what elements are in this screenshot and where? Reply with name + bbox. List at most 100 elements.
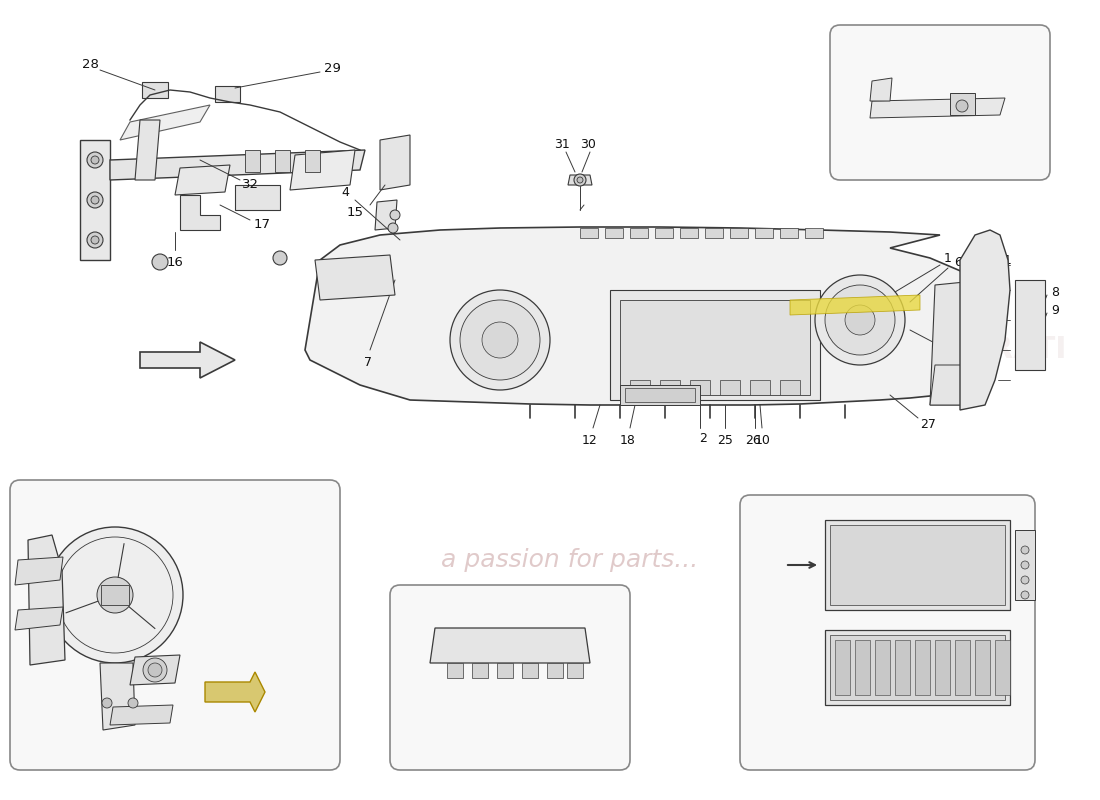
- Polygon shape: [625, 388, 695, 402]
- Text: 1: 1: [944, 251, 952, 265]
- Polygon shape: [630, 380, 650, 395]
- Polygon shape: [245, 150, 260, 172]
- Polygon shape: [15, 607, 63, 630]
- Circle shape: [578, 177, 583, 183]
- FancyBboxPatch shape: [390, 585, 630, 770]
- Polygon shape: [690, 380, 710, 395]
- Polygon shape: [28, 535, 65, 665]
- FancyBboxPatch shape: [830, 25, 1050, 180]
- Polygon shape: [620, 300, 810, 395]
- Circle shape: [47, 527, 183, 663]
- Text: 85: 85: [962, 368, 998, 392]
- Polygon shape: [566, 663, 583, 678]
- Polygon shape: [175, 165, 230, 195]
- Circle shape: [143, 658, 167, 682]
- Polygon shape: [568, 175, 592, 185]
- Text: 10: 10: [755, 434, 771, 446]
- Polygon shape: [315, 255, 395, 300]
- Circle shape: [815, 275, 905, 365]
- Polygon shape: [290, 150, 355, 190]
- Polygon shape: [830, 525, 1005, 605]
- FancyBboxPatch shape: [740, 495, 1035, 770]
- FancyBboxPatch shape: [10, 480, 340, 770]
- Polygon shape: [630, 228, 648, 238]
- Polygon shape: [275, 150, 290, 172]
- Circle shape: [273, 251, 287, 265]
- Text: 15: 15: [346, 206, 363, 218]
- Text: 3: 3: [966, 41, 975, 54]
- Text: 5: 5: [651, 343, 659, 357]
- Text: 30: 30: [580, 138, 596, 151]
- Circle shape: [460, 300, 540, 380]
- Text: MASERATI: MASERATI: [893, 335, 1067, 365]
- Text: 4: 4: [341, 186, 349, 198]
- Text: 11: 11: [997, 254, 1013, 266]
- Text: 36: 36: [47, 582, 63, 594]
- Polygon shape: [930, 365, 984, 405]
- Polygon shape: [135, 120, 160, 180]
- Text: 19: 19: [47, 558, 63, 571]
- Circle shape: [845, 305, 875, 335]
- Text: 2: 2: [700, 431, 707, 445]
- Polygon shape: [950, 93, 975, 115]
- Text: 24: 24: [67, 709, 82, 722]
- Polygon shape: [654, 228, 673, 238]
- Text: a passion for parts...: a passion for parts...: [441, 548, 698, 572]
- Text: 37: 37: [517, 722, 532, 734]
- Polygon shape: [830, 635, 1005, 700]
- Circle shape: [450, 290, 550, 390]
- Text: 16: 16: [166, 255, 184, 269]
- Polygon shape: [825, 630, 1010, 705]
- Polygon shape: [447, 663, 463, 678]
- Polygon shape: [140, 342, 235, 378]
- Circle shape: [97, 577, 133, 613]
- Circle shape: [482, 322, 518, 358]
- Polygon shape: [472, 663, 488, 678]
- Polygon shape: [580, 228, 598, 238]
- Text: 26: 26: [745, 434, 761, 446]
- Circle shape: [87, 232, 103, 248]
- Polygon shape: [870, 78, 892, 101]
- Polygon shape: [996, 640, 1010, 695]
- Polygon shape: [755, 228, 773, 238]
- Circle shape: [128, 698, 138, 708]
- Polygon shape: [1015, 280, 1045, 370]
- Polygon shape: [375, 200, 397, 230]
- Text: 13: 13: [957, 663, 972, 677]
- Text: 25: 25: [717, 434, 733, 446]
- Text: 38: 38: [468, 722, 483, 734]
- Polygon shape: [750, 380, 770, 395]
- Text: 9: 9: [1052, 303, 1059, 317]
- Text: 27: 27: [920, 418, 936, 431]
- Circle shape: [102, 698, 112, 708]
- Polygon shape: [80, 140, 110, 260]
- Polygon shape: [720, 380, 740, 395]
- Polygon shape: [915, 640, 930, 695]
- Polygon shape: [120, 105, 210, 140]
- Polygon shape: [610, 290, 820, 400]
- Polygon shape: [874, 640, 890, 695]
- Text: 7: 7: [364, 355, 372, 369]
- Polygon shape: [379, 135, 410, 190]
- Polygon shape: [180, 195, 220, 230]
- Circle shape: [1021, 546, 1028, 554]
- Circle shape: [87, 152, 103, 168]
- Text: 16: 16: [385, 255, 402, 269]
- Polygon shape: [305, 227, 970, 405]
- Text: 21: 21: [47, 535, 63, 549]
- Polygon shape: [895, 640, 910, 695]
- Text: 22: 22: [112, 718, 128, 731]
- Polygon shape: [805, 228, 823, 238]
- Circle shape: [91, 156, 99, 164]
- Polygon shape: [870, 98, 1005, 118]
- Text: 28: 28: [81, 58, 98, 71]
- Polygon shape: [605, 228, 623, 238]
- Polygon shape: [955, 640, 970, 695]
- Circle shape: [152, 254, 168, 270]
- Circle shape: [91, 236, 99, 244]
- Polygon shape: [780, 228, 798, 238]
- Polygon shape: [825, 520, 1010, 610]
- Polygon shape: [547, 663, 563, 678]
- Text: 8: 8: [1050, 286, 1059, 298]
- Circle shape: [148, 663, 162, 677]
